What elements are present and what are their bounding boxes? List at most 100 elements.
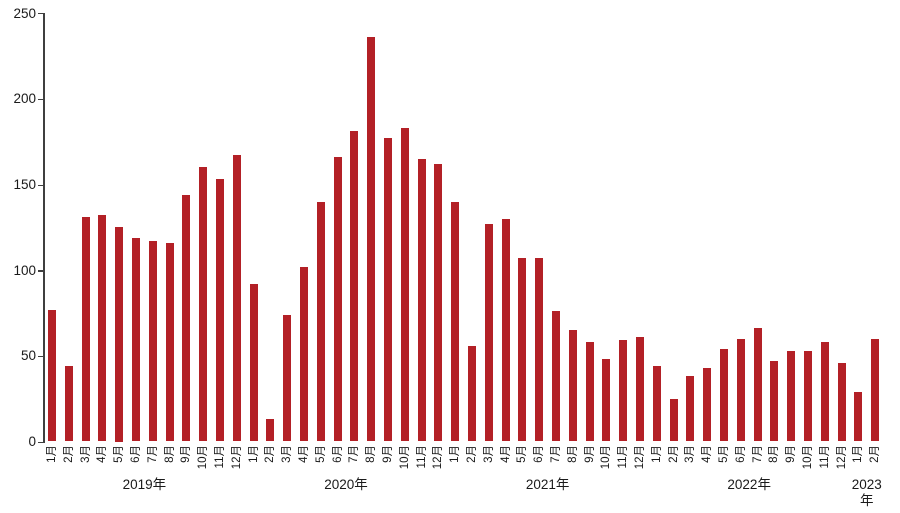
bar-2020年-11月: [417, 158, 426, 442]
bar-2019年-11月: [216, 179, 224, 442]
month-label: 11月: [214, 445, 226, 469]
month-label: 12月: [634, 445, 646, 470]
bar-2020年-10月: [400, 127, 409, 442]
bar-2022年-6月: [736, 338, 745, 442]
bar-2020年-5月: [316, 201, 325, 442]
month-label: 12月: [230, 445, 243, 470]
bar-2019年-6月: [132, 237, 140, 442]
month-label: 9月: [583, 445, 596, 463]
bar-2020年-9月: [384, 138, 392, 442]
bar-2023年-1月: [854, 391, 863, 442]
month-label: 2月: [62, 445, 75, 463]
y-axis-tick: [37, 184, 44, 186]
y-axis-tick-label: 100: [13, 262, 36, 278]
month-label: 11月: [617, 445, 630, 469]
month-label: 1月: [852, 445, 865, 463]
month-label: 11月: [415, 445, 428, 469]
bar-2019年-7月: [148, 240, 157, 442]
month-label: 2月: [667, 445, 680, 463]
y-axis-tick: [37, 270, 44, 272]
bar-2019年-3月: [81, 216, 90, 442]
month-label: 8月: [566, 445, 579, 463]
month-label: 8月: [163, 445, 176, 463]
y-axis-tick-label: 50: [20, 348, 36, 364]
month-label: 11月: [818, 445, 831, 469]
bar-2022年-3月: [686, 376, 695, 442]
bar-2020年-3月: [283, 314, 292, 442]
bar-2021年-5月: [518, 258, 527, 442]
month-label: 2月: [466, 445, 478, 463]
y-axis-tick: [37, 13, 44, 15]
month-label: 12月: [432, 445, 445, 470]
bar-2020年-12月: [434, 163, 443, 442]
bar-2021年-1月: [451, 201, 460, 442]
month-label: 1月: [650, 445, 663, 463]
bar-2020年-8月: [367, 36, 376, 442]
bar-2020年-1月: [249, 283, 258, 442]
bar-2019年-2月: [64, 366, 73, 442]
bar-2022年-12月: [837, 362, 846, 442]
bar-2022年-7月: [753, 328, 762, 442]
year-label: 2019年: [122, 477, 167, 492]
bar-2019年-12月: [232, 155, 241, 442]
bar-2021年-7月: [552, 311, 560, 442]
month-label: 10月: [398, 445, 411, 470]
bar-2021年-2月: [468, 345, 476, 442]
month-label: 2月: [264, 445, 277, 463]
bar-2022年-2月: [669, 398, 678, 442]
bar-2021年-8月: [568, 330, 577, 442]
month-label: 4月: [499, 445, 512, 463]
bar-2020年-6月: [333, 156, 342, 442]
year-label: 2021年: [525, 477, 570, 492]
bar-2020年-7月: [350, 131, 359, 442]
bar-2021年-11月: [619, 340, 628, 442]
year-label: 2022年: [727, 477, 771, 492]
bar-2021年-12月: [636, 336, 644, 442]
month-label: 1月: [449, 445, 462, 463]
y-axis-tick: [37, 98, 44, 101]
y-axis-tick: [37, 441, 44, 443]
month-label: 4月: [96, 445, 109, 463]
y-axis-tick-label: 150: [13, 176, 36, 192]
month-label: 4月: [298, 445, 310, 463]
month-label: 3月: [684, 445, 697, 463]
bar-2021年-3月: [484, 223, 493, 442]
month-label: 5月: [314, 445, 327, 463]
month-label: 5月: [516, 445, 529, 463]
month-label: 7月: [550, 445, 562, 463]
month-label: 6月: [331, 445, 344, 463]
month-label: 8月: [768, 445, 781, 463]
bar-2021年-4月: [501, 218, 510, 442]
month-label: 3月: [482, 445, 495, 463]
month-label: 5月: [718, 445, 730, 463]
bar-2021年-10月: [602, 359, 611, 442]
month-label: 7月: [751, 445, 764, 463]
bar-2019年-8月: [165, 242, 174, 442]
month-label: 9月: [180, 445, 193, 463]
y-axis-line: [43, 13, 45, 444]
bar-2019年-10月: [199, 167, 208, 442]
month-label: 7月: [146, 445, 159, 463]
bar-2022年-1月: [652, 366, 661, 442]
bar-2022年-4月: [703, 367, 712, 442]
month-label: 3月: [79, 445, 92, 463]
y-axis-tick-label: 200: [13, 91, 36, 107]
bar-2022年-9月: [787, 350, 796, 442]
bar-2022年-5月: [720, 348, 728, 442]
bar-2022年-10月: [804, 350, 812, 442]
month-label: 1月: [247, 445, 260, 463]
month-label: 2月: [869, 445, 882, 463]
month-label: 12月: [835, 445, 848, 470]
month-label: 7月: [348, 445, 361, 463]
bar-2023年-2月: [871, 338, 880, 442]
month-label: 10月: [600, 445, 613, 470]
year-label: 2020年: [324, 477, 368, 492]
bar-2020年-2月: [266, 419, 275, 442]
bar-2020年-4月: [300, 266, 308, 442]
month-label: 5月: [113, 445, 126, 463]
month-label: 8月: [365, 445, 378, 463]
bar-2019年-5月: [115, 227, 124, 442]
bar-2022年-8月: [770, 360, 779, 442]
month-label: 6月: [130, 445, 142, 463]
